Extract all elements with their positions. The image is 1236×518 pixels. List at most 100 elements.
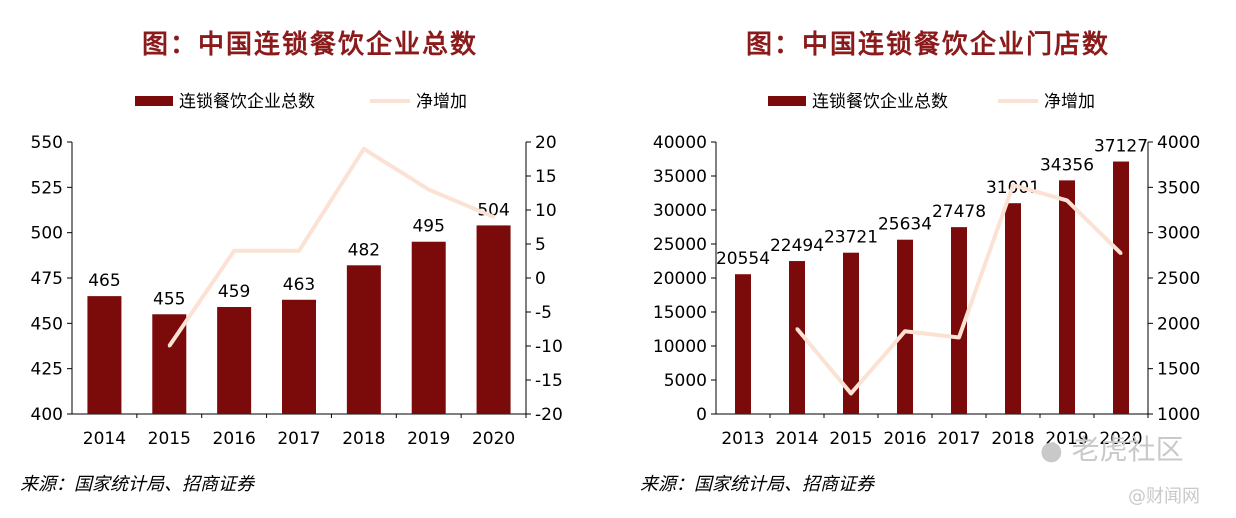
x-tick-label: 2017 xyxy=(277,429,320,449)
net-increase-point xyxy=(297,249,301,253)
bar-value-label: 482 xyxy=(348,240,380,260)
y-tick-label-right: 0 xyxy=(535,269,546,289)
x-tick-label: 2016 xyxy=(883,429,926,449)
x-tick-label: 2019 xyxy=(1045,429,1088,449)
y-tick-label-left: 5000 xyxy=(664,371,707,391)
x-tick-label: 2018 xyxy=(342,429,385,449)
x-tick-label: 2016 xyxy=(213,429,256,449)
enterprises-chart: 连锁餐饮企业总数 净增加 400 425 450 475 500 525 550 -20 -15 -1… xyxy=(31,92,563,449)
bar xyxy=(1059,180,1075,414)
legend-swatch-bar xyxy=(135,96,173,106)
y-tick-label-right: 20 xyxy=(535,133,557,153)
legend-label-line: 净增加 xyxy=(416,92,467,112)
stores-chart: 连锁餐饮企业总数 净增加 0 5000 10000 15000 20000 25000 3000… xyxy=(653,92,1200,449)
y-tick-label-right: 3500 xyxy=(1157,178,1200,198)
x-tick-label: 2015 xyxy=(148,429,191,449)
bar xyxy=(735,274,751,414)
x-tick-label: 2014 xyxy=(775,429,818,449)
legend-label-line: 净增加 xyxy=(1044,92,1095,112)
x-tick-label: 2013 xyxy=(721,429,764,449)
legend-label-bar: 连锁餐饮企业总数 xyxy=(179,92,315,112)
net-increase-point xyxy=(492,215,496,219)
y-tick-label-right: 5 xyxy=(535,235,546,255)
net-increase-point xyxy=(427,188,431,192)
source-note: 来源：国家统计局、招商证券 xyxy=(640,474,874,495)
y-tick-label-right: 4000 xyxy=(1157,133,1200,153)
y-tick-label-left: 525 xyxy=(31,178,63,198)
y-tick-label-left: 425 xyxy=(31,360,63,380)
net-increase-point xyxy=(232,249,236,253)
x-tick-label: 2019 xyxy=(407,429,450,449)
bar xyxy=(87,296,122,414)
bar xyxy=(217,307,252,414)
y-tick-label-left: 15000 xyxy=(653,303,707,323)
y-tick-label-left: 40000 xyxy=(653,133,707,153)
y-tick-label-left: 35000 xyxy=(653,167,707,187)
y-tick-label-right: 1500 xyxy=(1157,360,1200,380)
chart-panel-stores: 图：中国连锁餐饮企业门店数 连锁餐饮企业总数 净增加 0 5000 10000 15000… xyxy=(620,0,1236,518)
chart-title: 图：中国连锁餐饮企业总数 xyxy=(141,30,478,60)
net-increase-point xyxy=(795,327,799,331)
x-tick-label: 2018 xyxy=(991,429,1034,449)
bar-value-label: 27478 xyxy=(932,202,986,222)
y-tick-label-right: -20 xyxy=(535,405,563,425)
bar xyxy=(346,265,381,414)
bar xyxy=(789,261,805,414)
net-increase-line xyxy=(167,146,495,348)
y-tick-label-right: 10 xyxy=(535,201,557,221)
y-tick-label-right: 2500 xyxy=(1157,269,1200,289)
bar xyxy=(1113,161,1129,414)
chart-title: 图：中国连锁餐饮企业门店数 xyxy=(745,30,1110,60)
bar-value-label: 22494 xyxy=(770,236,824,256)
bar xyxy=(476,225,511,414)
y-tick-label-right: -5 xyxy=(535,303,552,323)
watermark-credit: @财闻网 xyxy=(1128,486,1200,507)
bar-value-label: 495 xyxy=(412,217,444,237)
bar-value-label: 25634 xyxy=(878,215,932,235)
y-tick-label-left: 400 xyxy=(31,405,63,425)
net-increase-point xyxy=(1065,198,1069,202)
bar xyxy=(951,227,967,414)
y-tick-label-left: 25000 xyxy=(653,235,707,255)
watermark-text: 老虎社区 xyxy=(1071,433,1184,466)
net-increase-point xyxy=(362,147,366,151)
bar xyxy=(282,299,316,414)
paw-icon: ● xyxy=(1040,436,1063,466)
x-tick-label: 2017 xyxy=(937,429,980,449)
net-increase-point xyxy=(957,335,961,339)
y-tick-label-right: 15 xyxy=(535,167,557,187)
bar-value-label: 459 xyxy=(218,282,250,302)
bar-value-label: 34356 xyxy=(1040,155,1094,175)
legend-label-bar: 连锁餐饮企业总数 xyxy=(812,92,948,112)
bar-value-label: 20554 xyxy=(716,249,770,269)
bar-value-label: 455 xyxy=(153,289,185,309)
bar-value-label: 23721 xyxy=(824,228,878,248)
y-tick-label-right: 2000 xyxy=(1157,314,1200,334)
y-tick-label-left: 500 xyxy=(31,224,63,244)
x-tick-label: 2020 xyxy=(472,429,515,449)
y-tick-label-left: 475 xyxy=(31,269,63,289)
net-increase-point xyxy=(849,391,853,395)
y-tick-label-right: 3000 xyxy=(1157,224,1200,244)
net-increase-point xyxy=(1119,251,1123,255)
x-tick-label: 2020 xyxy=(1099,429,1142,449)
legend-swatch-bar xyxy=(768,96,806,106)
bar-value-label: 463 xyxy=(283,275,315,295)
y-tick-label-left: 0 xyxy=(696,405,707,425)
bar-value-label: 37127 xyxy=(1094,137,1148,157)
source-note: 来源：国家统计局、招商证券 xyxy=(20,474,254,495)
net-increase-point xyxy=(1011,183,1015,187)
bar xyxy=(411,241,446,414)
net-increase-point xyxy=(903,329,907,333)
net-increase-point xyxy=(167,344,171,348)
y-tick-label-right: -10 xyxy=(535,337,563,357)
x-tick-label: 2014 xyxy=(83,429,126,449)
bar-value-label: 465 xyxy=(88,271,120,291)
y-tick-label-right: 1000 xyxy=(1157,405,1200,425)
y-tick-label-left: 10000 xyxy=(653,337,707,357)
watermark-logo: ● 老虎社区 xyxy=(1040,428,1184,468)
y-tick-label-left: 20000 xyxy=(653,269,707,289)
chart-panel-enterprises: 图：中国连锁餐饮企业总数 连锁餐饮企业总数 净增加 400 425 450 475 500 5… xyxy=(20,30,563,495)
bar xyxy=(843,252,859,414)
x-tick-label: 2015 xyxy=(829,429,872,449)
